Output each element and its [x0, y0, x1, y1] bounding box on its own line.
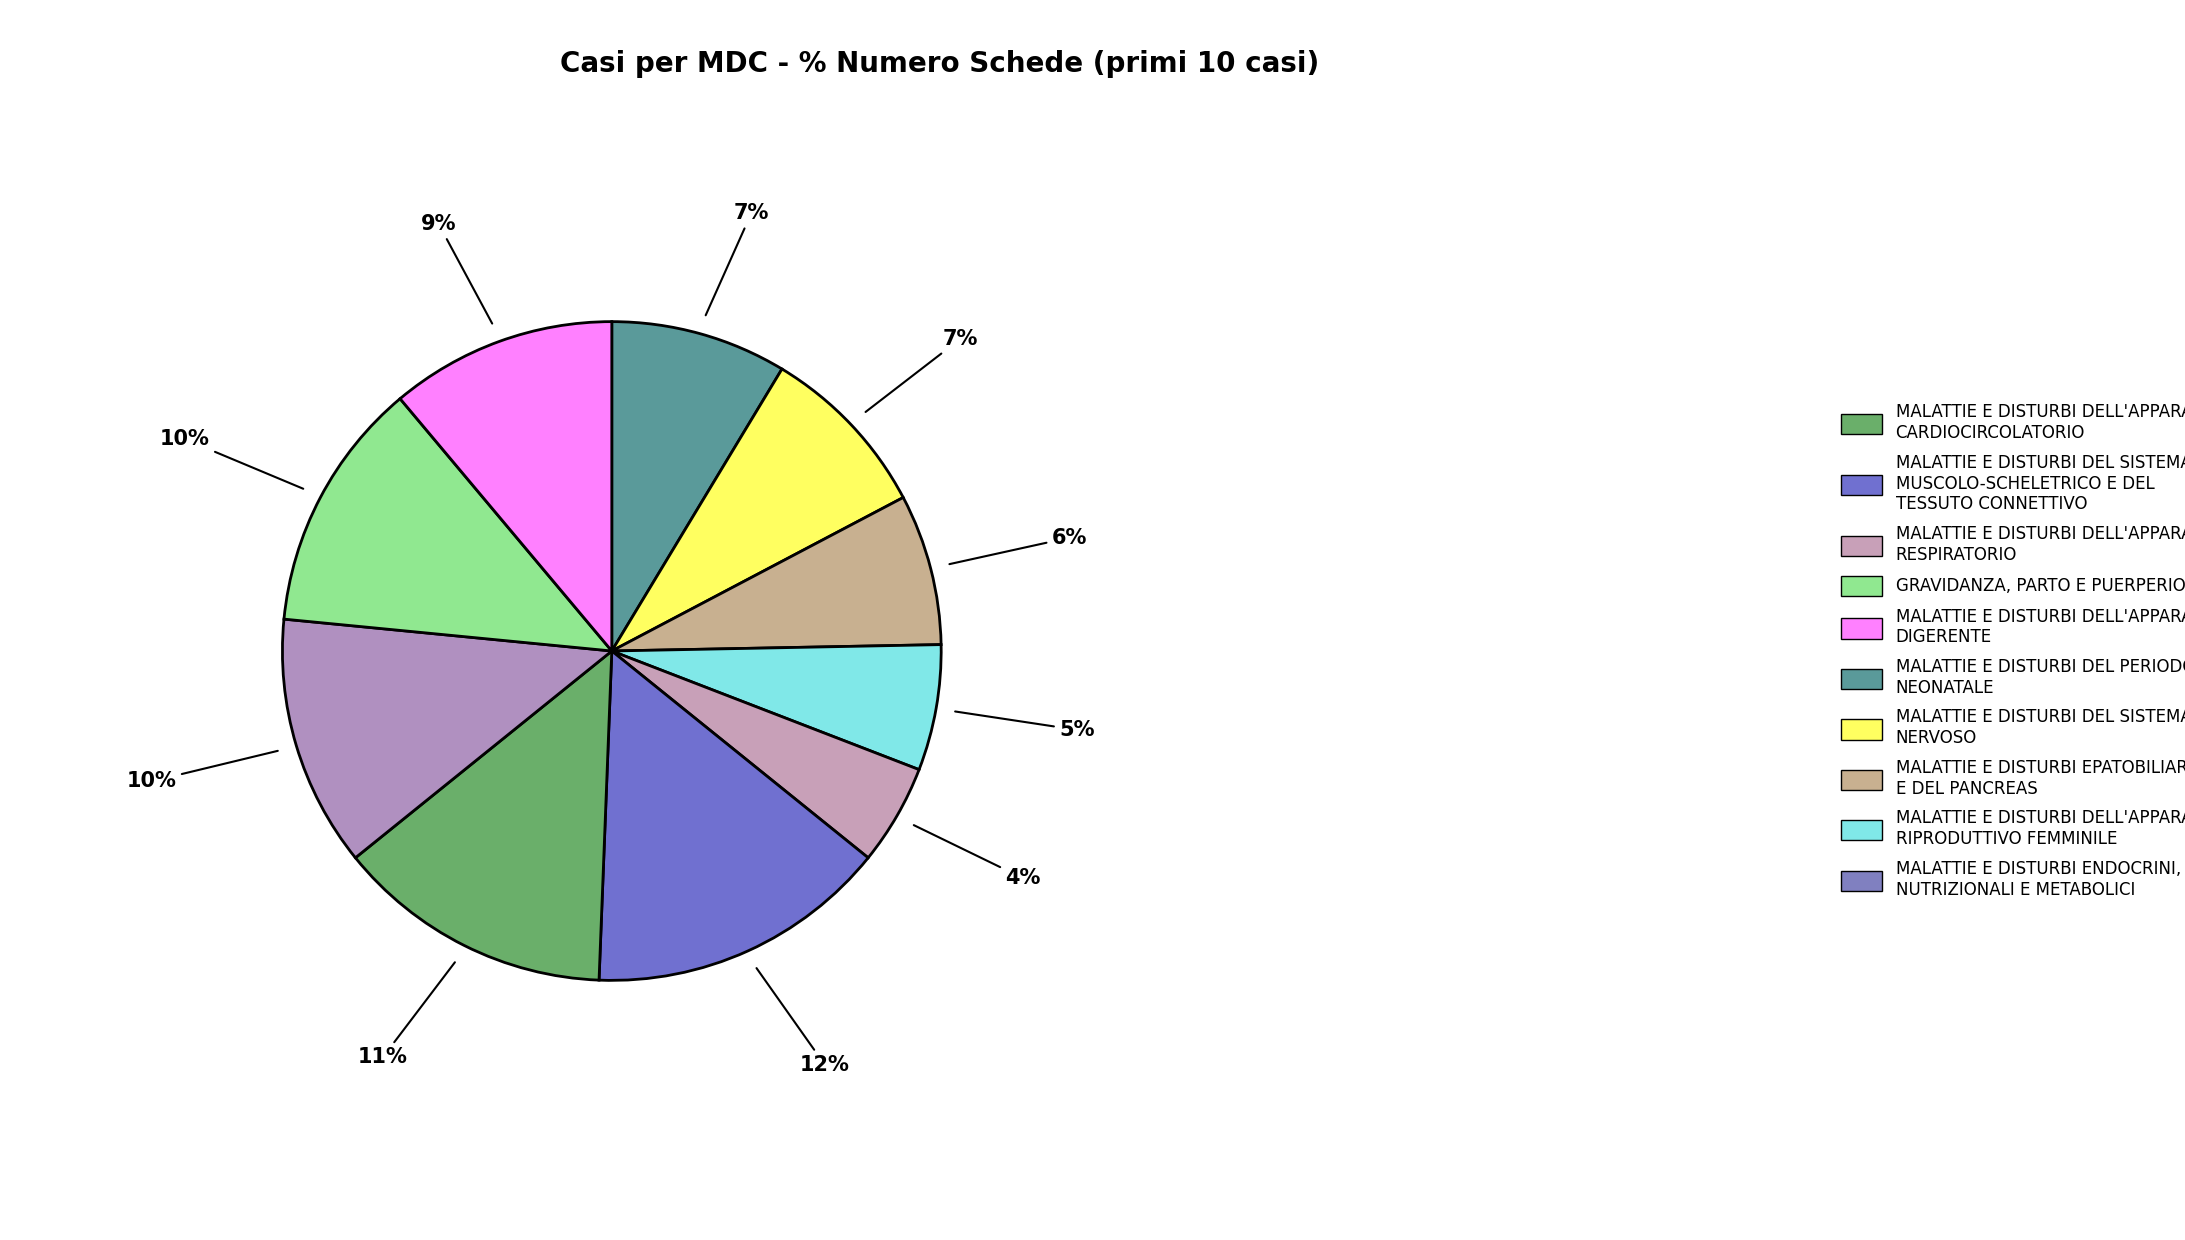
Text: 5%: 5%: [955, 712, 1095, 740]
Wedge shape: [612, 645, 942, 770]
Text: 9%: 9%: [422, 213, 492, 324]
Text: 10%: 10%: [127, 751, 277, 791]
Wedge shape: [356, 651, 612, 980]
Text: 4%: 4%: [913, 825, 1040, 888]
Wedge shape: [400, 321, 612, 651]
Wedge shape: [612, 497, 942, 651]
Text: 11%: 11%: [358, 962, 454, 1068]
Text: 7%: 7%: [865, 329, 979, 412]
Wedge shape: [599, 651, 867, 981]
Text: Casi per MDC - % Numero Schede (primi 10 casi): Casi per MDC - % Numero Schede (primi 10…: [559, 50, 1320, 78]
Wedge shape: [284, 399, 612, 651]
Text: 6%: 6%: [950, 527, 1088, 564]
Legend: MALATTIE E DISTURBI DELL'APPARATO
CARDIOCIRCOLATORIO, MALATTIE E DISTURBI DEL SI: MALATTIE E DISTURBI DELL'APPARATO CARDIO…: [1833, 396, 2185, 906]
Text: 10%: 10%: [160, 429, 304, 489]
Wedge shape: [612, 370, 902, 651]
Wedge shape: [612, 651, 920, 858]
Text: 12%: 12%: [756, 968, 850, 1075]
Wedge shape: [612, 321, 782, 651]
Text: 7%: 7%: [706, 203, 769, 315]
Wedge shape: [282, 619, 612, 858]
